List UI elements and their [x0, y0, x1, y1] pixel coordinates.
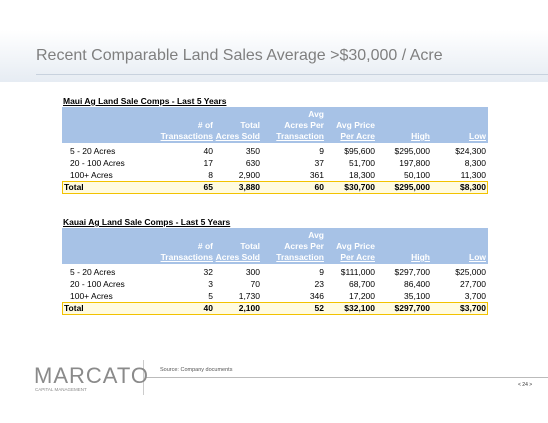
cell-value: 51,700: [349, 158, 375, 168]
total-cell: $3,700: [460, 303, 486, 313]
total-cell: $30,700: [344, 182, 375, 192]
row-label: 100+ Acres: [70, 291, 113, 301]
column-header: High: [411, 252, 430, 262]
column-header: Acres Sold: [215, 131, 260, 141]
source: Source: Company documents: [160, 367, 233, 373]
total-cell: 60: [314, 182, 324, 192]
column-header: Per Acre: [340, 252, 375, 262]
column-header: Total: [240, 120, 260, 130]
total-row: [62, 302, 488, 315]
table-title: Kauai Ag Land Sale Comps - Last 5 Years: [63, 217, 231, 227]
column-header: Avg: [308, 230, 324, 240]
total-cell: 52: [314, 303, 324, 313]
cell-value: 346: [309, 291, 324, 301]
cell-value: 1,730: [238, 291, 260, 301]
cell-value: 3,700: [464, 291, 486, 301]
row-label: 20 - 100 Acres: [70, 279, 125, 289]
cell-value: 40: [203, 146, 213, 156]
column-header: Acres Per: [284, 120, 324, 130]
title-rule: [36, 74, 548, 75]
cell-value: 70: [250, 279, 260, 289]
column-header: Acres Per: [284, 241, 324, 251]
total-cell: 65: [203, 182, 213, 192]
cell-value: 3: [208, 279, 213, 289]
table-title: Maui Ag Land Sale Comps - Last 5 Years: [63, 96, 227, 106]
cell-value: $297,700: [394, 267, 430, 277]
column-header: Low: [469, 252, 486, 262]
row-label: 100+ Acres: [70, 170, 113, 180]
cell-value: 86,400: [404, 279, 430, 289]
cell-value: 300: [245, 267, 260, 277]
total-cell: $8,300: [460, 182, 486, 192]
cell-value: $24,300: [455, 146, 486, 156]
cell-value: $295,000: [394, 146, 430, 156]
cell-value: 50,100: [404, 170, 430, 180]
total-cell: $295,000: [394, 182, 430, 192]
footer-divider: [143, 360, 144, 395]
cell-value: 17: [203, 158, 213, 168]
cell-value: 350: [245, 146, 260, 156]
logo-sub: CAPITAL MANAGEMENT: [35, 387, 87, 392]
total-cell: $32,100: [344, 303, 375, 313]
row-label: 5 - 20 Acres: [70, 267, 116, 277]
column-header: Transactions: [160, 252, 213, 262]
total-cell: 40: [203, 303, 213, 313]
column-header: High: [411, 131, 430, 141]
cell-value: 68,700: [349, 279, 375, 289]
cell-value: 23: [314, 279, 324, 289]
column-header: Low: [469, 131, 486, 141]
cell-value: 361: [309, 170, 324, 180]
total-row: [62, 181, 488, 194]
column-header: # of: [197, 241, 213, 251]
cell-value: 630: [245, 158, 260, 168]
column-header: Acres Sold: [215, 252, 260, 262]
cell-value: 32: [203, 267, 213, 277]
title-band: [0, 30, 548, 82]
header-band: [62, 107, 488, 143]
cell-value: 37: [314, 158, 324, 168]
cell-value: 18,300: [349, 170, 375, 180]
column-header: Per Acre: [340, 131, 375, 141]
total-cell: 2,100: [238, 303, 260, 313]
total-cell: 3,880: [238, 182, 260, 192]
cell-value: 9: [319, 267, 324, 277]
cell-value: 8: [208, 170, 213, 180]
column-header: Transaction: [276, 131, 324, 141]
header-band: [62, 228, 488, 264]
column-header: Total: [240, 241, 260, 251]
page-number: < 24 >: [518, 382, 533, 388]
column-header: # of: [197, 120, 213, 130]
total-cell: Total: [64, 303, 84, 313]
cell-value: 27,700: [460, 279, 486, 289]
row-label: 5 - 20 Acres: [70, 146, 116, 156]
total-cell: $297,700: [394, 303, 430, 313]
cell-value: 2,900: [238, 170, 260, 180]
cell-value: 197,800: [399, 158, 430, 168]
logo: MARCATO: [34, 363, 149, 388]
cell-value: 17,200: [349, 291, 375, 301]
column-header: Transaction: [276, 252, 324, 262]
column-header: Avg Price: [336, 120, 375, 130]
cell-value: 35,100: [404, 291, 430, 301]
row-label: 20 - 100 Acres: [70, 158, 125, 168]
column-header: Transactions: [160, 131, 213, 141]
cell-value: $95,600: [344, 146, 375, 156]
total-cell: Total: [64, 182, 84, 192]
cell-value: 11,300: [460, 170, 486, 180]
column-header: Avg Price: [336, 241, 375, 251]
slide-title: Recent Comparable Land Sales Average >$3…: [36, 47, 443, 64]
cell-value: $111,000: [340, 267, 375, 277]
cell-value: 8,300: [464, 158, 486, 168]
column-header: Avg: [308, 109, 324, 119]
footer-rule: [145, 377, 548, 378]
cell-value: 5: [208, 291, 213, 301]
cell-value: 9: [319, 146, 324, 156]
cell-value: $25,000: [455, 267, 486, 277]
